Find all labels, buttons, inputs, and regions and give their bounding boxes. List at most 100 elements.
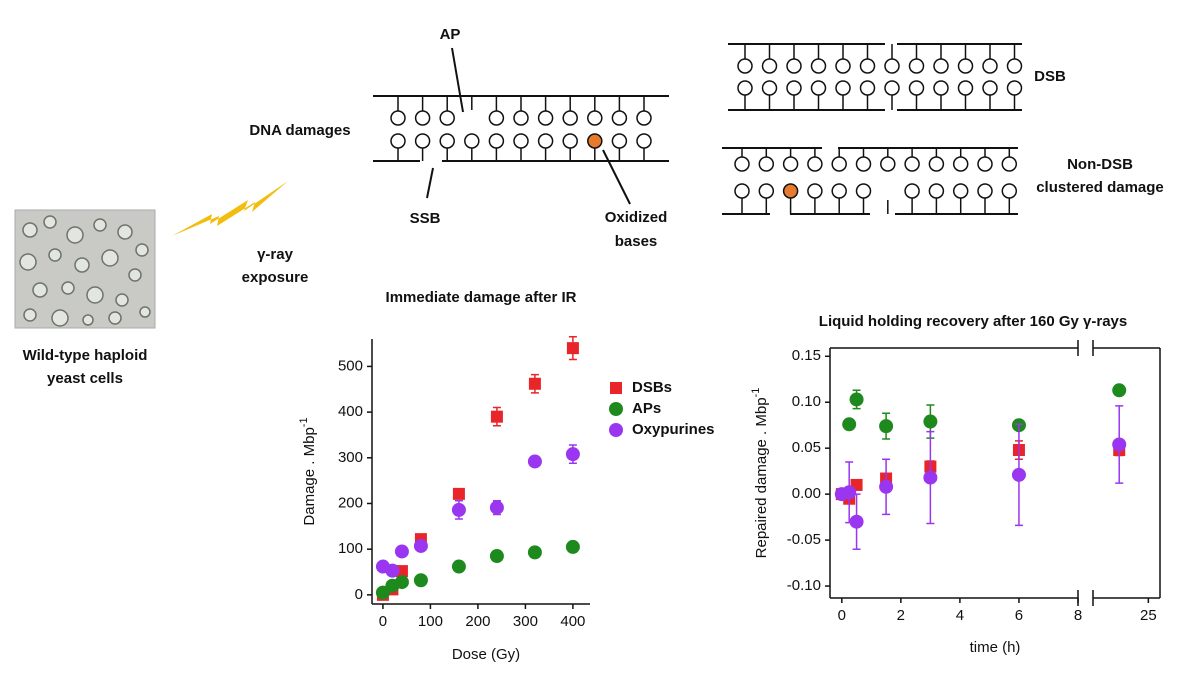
point	[489, 549, 504, 564]
point	[565, 539, 580, 554]
yeast-cell	[93, 218, 107, 232]
point	[527, 454, 542, 469]
y-tick-label: 400	[338, 403, 363, 420]
base	[957, 80, 974, 96]
base	[855, 156, 872, 172]
base	[737, 58, 753, 74]
base	[587, 110, 603, 126]
base	[957, 58, 974, 74]
point	[413, 538, 428, 553]
base	[1006, 58, 1023, 74]
y-axis-label-sup: -1	[298, 417, 310, 427]
point	[452, 487, 465, 500]
y-tick-label: -0.05	[787, 531, 821, 548]
base	[807, 183, 823, 199]
base	[904, 156, 920, 172]
base	[390, 133, 406, 149]
base	[758, 156, 775, 172]
point	[451, 559, 466, 574]
base	[933, 58, 949, 74]
label-non-dsb: Non-DSB	[1067, 156, 1133, 173]
yeast-cell	[32, 282, 48, 298]
yeast-cell	[66, 226, 84, 244]
base	[537, 133, 554, 149]
base	[933, 80, 949, 96]
yeast-cell	[101, 249, 119, 267]
base	[611, 110, 628, 126]
point	[490, 410, 503, 423]
yeast-cell	[43, 215, 57, 229]
lightning	[172, 181, 288, 236]
x-tick-label: 4	[956, 607, 964, 624]
yeast-cell	[51, 309, 69, 327]
base	[831, 156, 847, 172]
yeast-cell	[48, 248, 62, 262]
base	[414, 133, 431, 149]
x-tick-label: 300	[513, 613, 538, 630]
base	[1001, 183, 1018, 199]
base	[982, 58, 998, 74]
base	[439, 133, 455, 149]
yeast-cell	[82, 314, 94, 326]
dna-ladder	[373, 95, 669, 162]
x-axis-label: Dose (Gy)	[452, 646, 520, 663]
base	[782, 156, 799, 172]
x-tick-label: 0	[838, 607, 846, 624]
point	[1112, 383, 1127, 398]
x-tick-label: 0	[379, 613, 387, 630]
y-tick-label: 300	[338, 449, 363, 466]
legend-label: APs	[632, 400, 661, 417]
yeast-cell	[117, 224, 133, 240]
point	[923, 414, 938, 429]
base	[810, 58, 827, 74]
base	[977, 183, 993, 199]
base	[734, 183, 750, 199]
base	[782, 183, 799, 199]
y-tick-label: 0.10	[792, 393, 821, 410]
base	[786, 58, 802, 74]
base	[835, 80, 851, 96]
base	[737, 80, 753, 96]
base	[1006, 80, 1023, 96]
base	[952, 183, 969, 199]
base	[414, 110, 431, 126]
base	[636, 133, 652, 149]
base	[439, 110, 455, 126]
base	[513, 110, 529, 126]
base	[928, 183, 945, 199]
point	[566, 342, 579, 355]
yeast-cell	[115, 293, 129, 307]
base	[562, 133, 578, 149]
base	[611, 133, 628, 149]
y-tick-label: -0.10	[787, 577, 821, 594]
x-tick-label: 400	[560, 613, 585, 630]
point	[385, 563, 400, 578]
base	[810, 80, 827, 96]
y-tick-label: 0.00	[792, 485, 821, 502]
illustrations	[14, 43, 1023, 329]
legend-label: Oxypurines	[632, 421, 715, 438]
label-ap: AP	[440, 26, 461, 43]
label-exposure: exposure	[242, 269, 309, 286]
label-dna-damages: DNA damages	[249, 122, 350, 139]
label-oxidized: Oxidized	[605, 209, 668, 226]
base	[982, 80, 998, 96]
base	[390, 110, 406, 126]
point	[879, 479, 894, 494]
point	[842, 417, 857, 432]
base	[464, 133, 480, 149]
dna-ladder	[722, 147, 1018, 215]
base	[904, 183, 920, 199]
x-tick-label: 2	[897, 607, 905, 624]
yeast-cell	[128, 268, 142, 282]
point	[565, 447, 580, 462]
label-cells: yeast cells	[47, 370, 123, 387]
base	[977, 156, 993, 172]
x-tick-label: 6	[1015, 607, 1023, 624]
point	[394, 544, 409, 559]
base	[928, 156, 945, 172]
point	[394, 575, 409, 590]
label-cells: Wild-type haploid	[23, 347, 148, 364]
point	[923, 470, 938, 485]
